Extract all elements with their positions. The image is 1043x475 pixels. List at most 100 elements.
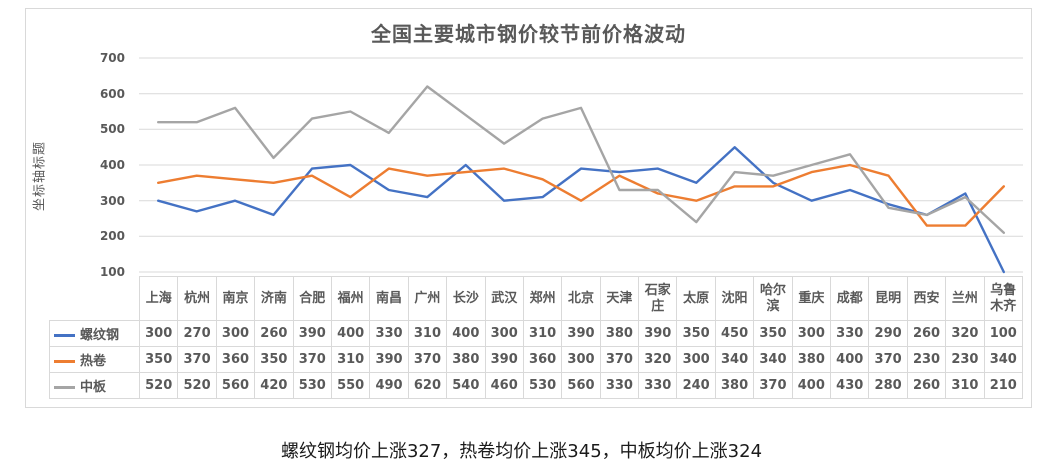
value-cell: 230 xyxy=(945,346,985,373)
value-cell: 370 xyxy=(177,346,217,373)
city-header: 武汉 xyxy=(484,276,524,321)
city-header: 沈阳 xyxy=(714,276,755,321)
value-cell: 530 xyxy=(522,372,563,399)
city-header: 合肥 xyxy=(292,276,332,321)
value-cell: 330 xyxy=(599,372,640,399)
value-cell: 100 xyxy=(983,320,1024,347)
legend-item-0: 螺纹钢 xyxy=(49,320,140,347)
city-header: 济南 xyxy=(254,276,294,321)
value-cell: 310 xyxy=(330,346,371,373)
value-cell: 520 xyxy=(177,372,217,399)
series-line-0 xyxy=(157,145,1005,274)
value-cell: 540 xyxy=(446,372,486,399)
city-header: 昆明 xyxy=(868,276,908,321)
value-cell: 350 xyxy=(753,320,793,347)
y-axis-tick-label: 400 xyxy=(99,158,125,172)
y-axis-tick-label: 200 xyxy=(99,229,125,244)
city-header: 长沙 xyxy=(446,276,486,321)
value-cell: 310 xyxy=(407,320,448,347)
value-cell: 390 xyxy=(484,346,524,373)
value-cell: 620 xyxy=(407,372,448,399)
city-header: 南昌 xyxy=(369,276,409,321)
value-cell: 270 xyxy=(177,320,217,347)
value-cell: 240 xyxy=(676,372,716,399)
value-cell: 370 xyxy=(407,346,448,373)
value-cell: 370 xyxy=(292,346,332,373)
legend-item-2: 中板 xyxy=(49,372,140,399)
line-chart-svg xyxy=(139,57,1023,274)
value-cell: 350 xyxy=(676,320,716,347)
value-cell: 390 xyxy=(369,346,409,373)
value-cell: 350 xyxy=(138,346,179,373)
series-line-2 xyxy=(157,85,1005,235)
table-row-2: 中板 520 520 560 420 530 550 490 620 540 460 530 560 33… xyxy=(49,372,1024,399)
value-cell: 310 xyxy=(945,372,985,399)
value-cell: 330 xyxy=(830,320,870,347)
city-header: 北京 xyxy=(561,276,601,321)
value-cell: 230 xyxy=(906,346,947,373)
value-cell: 370 xyxy=(868,346,908,373)
value-cell: 360 xyxy=(522,346,563,373)
value-cell: 380 xyxy=(791,346,832,373)
value-cell: 430 xyxy=(830,372,870,399)
city-header: 天津 xyxy=(599,276,640,321)
value-cell: 460 xyxy=(484,372,524,399)
y-axis-tick-label: 100 xyxy=(99,265,125,279)
series-name: 热卷 xyxy=(80,354,107,369)
summary-caption: 螺纹钢均价上涨327，热卷均价上涨345，中板均价上涨324 xyxy=(280,441,763,462)
value-cell: 300 xyxy=(138,320,179,347)
city-header: 石家庄 xyxy=(638,276,678,321)
value-cell: 260 xyxy=(254,320,294,347)
series-swatch-icon xyxy=(54,360,75,363)
value-cell: 380 xyxy=(599,320,640,347)
city-header: 成都 xyxy=(830,276,870,321)
y-axis-tick-label: 600 xyxy=(99,86,125,101)
value-cell: 390 xyxy=(561,320,601,347)
series-name: 螺纹钢 xyxy=(80,328,120,343)
value-cell: 280 xyxy=(868,372,908,399)
value-cell: 560 xyxy=(561,372,601,399)
value-cell: 390 xyxy=(638,320,678,347)
table-corner-cell xyxy=(49,276,140,321)
value-cell: 370 xyxy=(753,372,793,399)
table-row-1: 热卷 350 370 360 350 370 310 390 370 380 390 360 300 37… xyxy=(49,346,1024,373)
value-cell: 520 xyxy=(138,372,179,399)
series-swatch-icon xyxy=(54,334,75,337)
value-cell: 340 xyxy=(753,346,793,373)
city-header: 兰州 xyxy=(945,276,985,321)
value-cell: 450 xyxy=(714,320,755,347)
value-cell: 370 xyxy=(599,346,640,373)
value-cell: 340 xyxy=(714,346,755,373)
table-header-row: 上海 杭州 南京 济南 合肥 福州 南昌 广州 长沙 武汉 郑州 北京 天津 石家庄 太原 沈阳 哈尔滨 重庆 成都… xyxy=(49,276,1024,321)
value-cell: 360 xyxy=(215,346,256,373)
city-header: 郑州 xyxy=(522,276,563,321)
value-cell: 300 xyxy=(215,320,256,347)
plot-area xyxy=(139,46,1023,274)
legend-item-1: 热卷 xyxy=(49,346,140,373)
city-header: 乌鲁木齐 xyxy=(983,276,1024,321)
value-cell: 350 xyxy=(254,346,294,373)
series-line-1 xyxy=(157,163,1005,227)
value-cell: 300 xyxy=(561,346,601,373)
y-axis-tick-label: 500 xyxy=(99,122,125,137)
value-cell: 380 xyxy=(446,346,486,373)
value-cell: 310 xyxy=(522,320,563,347)
value-cell: 290 xyxy=(868,320,908,347)
city-header: 福州 xyxy=(330,276,371,321)
city-header: 南京 xyxy=(215,276,256,321)
y-axis-tick-label: 700 xyxy=(99,51,125,65)
steel-price-chart[interactable]: 全国主要城市钢价较节前价格波动 坐标轴标题 700 600 500 400 300 200… xyxy=(25,8,1032,408)
value-cell: 400 xyxy=(446,320,486,347)
city-header: 哈尔滨 xyxy=(753,276,793,321)
value-cell: 300 xyxy=(676,346,716,373)
value-cell: 420 xyxy=(254,372,294,399)
value-cell: 560 xyxy=(215,372,256,399)
value-cell: 550 xyxy=(330,372,371,399)
value-cell: 530 xyxy=(292,372,332,399)
city-header: 上海 xyxy=(138,276,179,321)
value-cell: 400 xyxy=(830,346,870,373)
y-axis-tick-labels: 700 600 500 400 300 200 100 xyxy=(75,46,125,279)
series-name: 中板 xyxy=(80,380,107,395)
value-cell: 300 xyxy=(791,320,832,347)
value-cell: 330 xyxy=(638,372,678,399)
